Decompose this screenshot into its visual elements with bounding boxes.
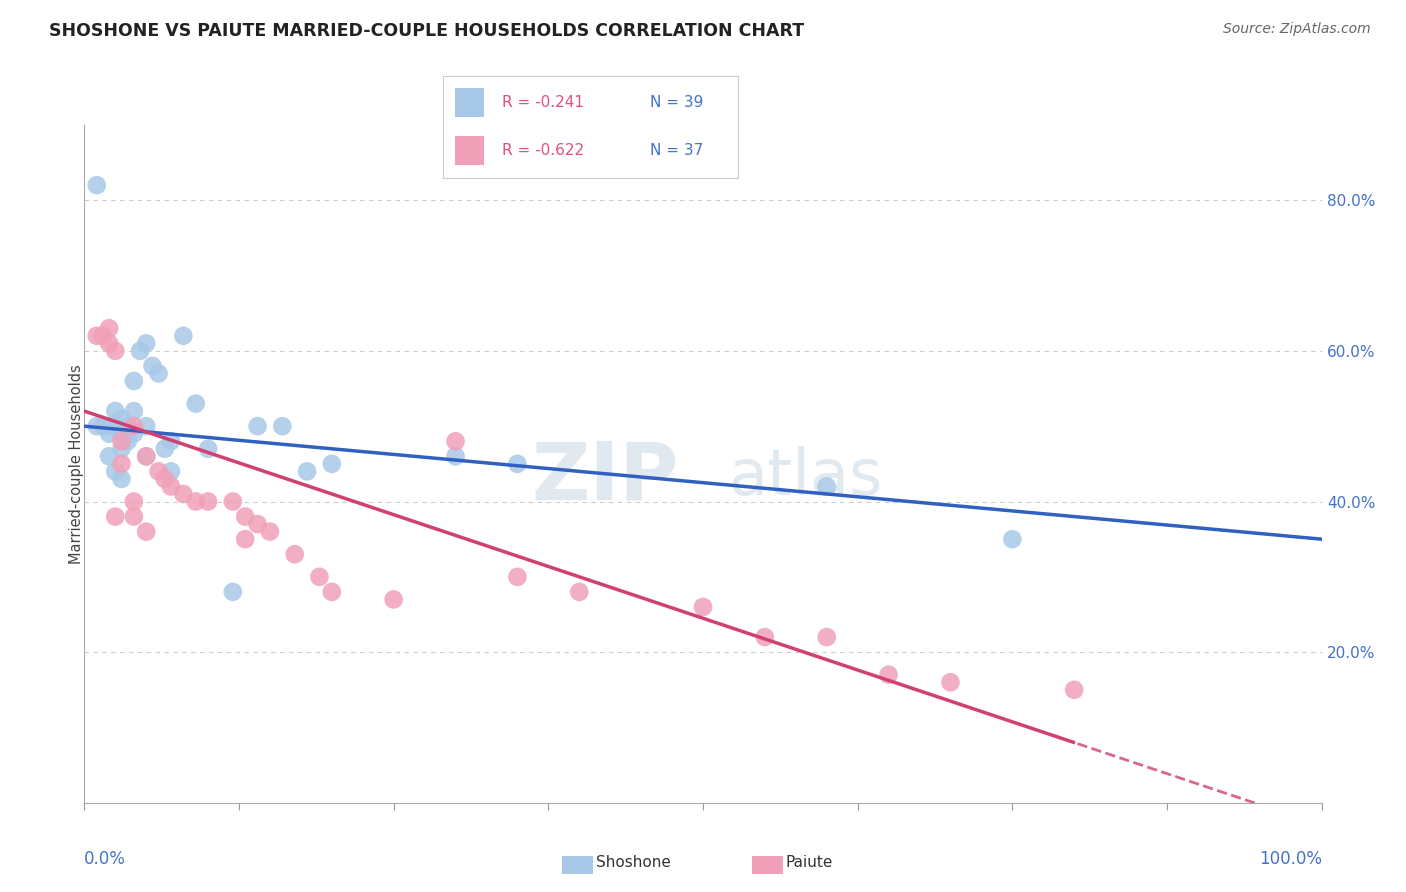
Text: Paiute: Paiute [786, 855, 834, 870]
Point [172, 487, 194, 501]
Point [321, 585, 343, 599]
Text: Source: ZipAtlas.com: Source: ZipAtlas.com [1223, 22, 1371, 37]
Point [877, 667, 900, 681]
Point [444, 450, 467, 464]
Text: 100.0%: 100.0% [1258, 850, 1322, 868]
Point [308, 570, 330, 584]
Point [110, 434, 132, 449]
Point [110, 442, 132, 456]
Point [246, 517, 269, 532]
Bar [454, 136, 484, 165]
Point [754, 630, 776, 644]
Text: 0.0%: 0.0% [84, 850, 127, 868]
Text: R = -0.622: R = -0.622 [502, 144, 583, 158]
Point [184, 396, 207, 410]
Point [692, 599, 714, 614]
Point [444, 434, 467, 449]
Point [91, 328, 114, 343]
Point [568, 585, 591, 599]
Text: SHOSHONE VS PAIUTE MARRIED-COUPLE HOUSEHOLDS CORRELATION CHART: SHOSHONE VS PAIUTE MARRIED-COUPLE HOUSEH… [49, 22, 804, 40]
Point [104, 509, 127, 524]
Point [104, 419, 127, 434]
Point [153, 442, 176, 456]
Point [160, 464, 183, 478]
Point [148, 367, 170, 381]
Y-axis label: Married-couple Households: Married-couple Households [69, 364, 83, 564]
Point [1063, 682, 1085, 697]
Text: atlas: atlas [728, 446, 882, 508]
Point [98, 419, 121, 434]
Point [160, 479, 183, 493]
Point [233, 532, 256, 546]
Point [141, 359, 163, 373]
Point [122, 426, 145, 441]
Point [160, 434, 183, 449]
Point [153, 472, 176, 486]
Point [110, 426, 132, 441]
Point [172, 328, 194, 343]
Text: N = 39: N = 39 [650, 95, 703, 110]
Point [382, 592, 405, 607]
Point [122, 404, 145, 418]
Bar [454, 88, 484, 117]
Point [122, 374, 145, 388]
Text: R = -0.241: R = -0.241 [502, 95, 583, 110]
Point [98, 450, 121, 464]
Point [135, 524, 157, 539]
Point [506, 570, 529, 584]
Point [222, 585, 245, 599]
Point [1001, 532, 1024, 546]
Point [271, 419, 294, 434]
Point [815, 479, 838, 493]
Point [86, 328, 108, 343]
Point [184, 494, 207, 508]
Point [148, 464, 170, 478]
Point [117, 419, 139, 434]
Text: N = 37: N = 37 [650, 144, 703, 158]
Point [135, 450, 157, 464]
Point [135, 450, 157, 464]
Point [117, 434, 139, 449]
Point [122, 494, 145, 508]
Point [122, 509, 145, 524]
Point [110, 457, 132, 471]
Point [135, 419, 157, 434]
Point [122, 419, 145, 434]
Point [135, 336, 157, 351]
Point [259, 524, 281, 539]
Point [129, 343, 152, 358]
Point [86, 419, 108, 434]
Point [98, 321, 121, 335]
Point [104, 343, 127, 358]
Point [197, 442, 219, 456]
Point [815, 630, 838, 644]
Point [104, 464, 127, 478]
Point [295, 464, 318, 478]
Point [246, 419, 269, 434]
Point [233, 509, 256, 524]
Point [222, 494, 245, 508]
Point [110, 411, 132, 425]
Point [321, 457, 343, 471]
Point [91, 419, 114, 434]
Text: ZIP: ZIP [531, 438, 678, 516]
Point [110, 472, 132, 486]
Point [284, 547, 307, 561]
Text: Shoshone: Shoshone [596, 855, 671, 870]
Point [86, 178, 108, 193]
Point [104, 404, 127, 418]
Point [98, 426, 121, 441]
Point [197, 494, 219, 508]
Point [506, 457, 529, 471]
Point [98, 336, 121, 351]
Point [939, 675, 962, 690]
